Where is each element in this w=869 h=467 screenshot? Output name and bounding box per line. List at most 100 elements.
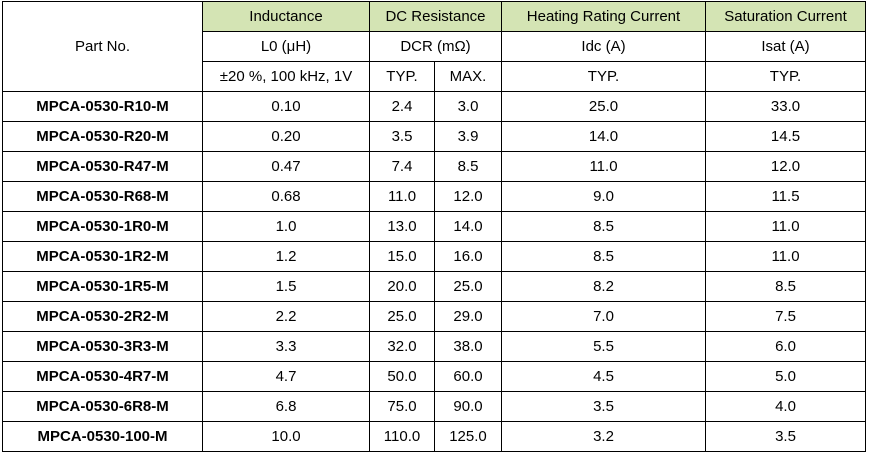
inductance-cell: 1.2 [202,241,370,272]
part-number-cell: MPCA-0530-1R5-M [2,271,203,302]
header-isat: Isat (A) [705,31,866,62]
isat-cell: 12.0 [705,151,866,182]
isat-cell: 11.0 [705,211,866,242]
dcr-max-cell: 3.9 [434,121,502,152]
idc-cell: 9.0 [501,181,706,212]
header-isat-typ: TYP. [705,61,866,92]
spec-table: Part No. Inductance DC Resistance Heatin… [2,1,866,452]
table-row: MPCA-0530-4R7-M 4.7 50.0 60.0 4.5 5.0 [2,361,866,392]
header-heating-current: Heating Rating Current [501,1,706,32]
header-inductance: Inductance [202,1,370,32]
table-row: MPCA-0530-6R8-M 6.8 75.0 90.0 3.5 4.0 [2,391,866,422]
header-dcr: DCR (mΩ) [369,31,502,62]
part-number-cell: MPCA-0530-R68-M [2,181,203,212]
dcr-typ-cell: 75.0 [369,391,435,422]
dcr-typ-cell: 11.0 [369,181,435,212]
table-row: MPCA-0530-1R2-M 1.2 15.0 16.0 8.5 11.0 [2,241,866,272]
table-row: MPCA-0530-100-M 10.0 110.0 125.0 3.2 3.5 [2,421,866,452]
isat-cell: 6.0 [705,331,866,362]
header-dc-resistance: DC Resistance [369,1,502,32]
part-number-cell: MPCA-0530-6R8-M [2,391,203,422]
inductance-cell: 0.20 [202,121,370,152]
inductance-cell: 0.47 [202,151,370,182]
part-number-cell: MPCA-0530-100-M [2,421,203,452]
header-test-condition: ±20 %, 100 kHz, 1V [202,61,370,92]
table-row: MPCA-0530-R10-M 0.10 2.4 3.0 25.0 33.0 [2,91,866,122]
part-number-cell: MPCA-0530-1R0-M [2,211,203,242]
inductance-cell: 6.8 [202,391,370,422]
dcr-typ-cell: 3.5 [369,121,435,152]
isat-cell: 3.5 [705,421,866,452]
dcr-max-cell: 38.0 [434,331,502,362]
inductance-cell: 3.3 [202,331,370,362]
header-idc: Idc (A) [501,31,706,62]
isat-cell: 11.0 [705,241,866,272]
dcr-typ-cell: 2.4 [369,91,435,122]
table-row: MPCA-0530-1R0-M 1.0 13.0 14.0 8.5 11.0 [2,211,866,242]
header-idc-typ: TYP. [501,61,706,92]
header-l0: L0 (μH) [202,31,370,62]
dcr-typ-cell: 15.0 [369,241,435,272]
table-row: MPCA-0530-1R5-M 1.5 20.0 25.0 8.2 8.5 [2,271,866,302]
dcr-typ-cell: 50.0 [369,361,435,392]
dcr-max-cell: 8.5 [434,151,502,182]
dcr-typ-cell: 25.0 [369,301,435,332]
idc-cell: 8.5 [501,211,706,242]
dcr-typ-cell: 7.4 [369,151,435,182]
isat-cell: 8.5 [705,271,866,302]
part-number-cell: MPCA-0530-4R7-M [2,361,203,392]
table-header: Part No. Inductance DC Resistance Heatin… [2,1,866,92]
dcr-max-cell: 125.0 [434,421,502,452]
part-number-cell: MPCA-0530-R20-M [2,121,203,152]
part-number-cell: MPCA-0530-2R2-M [2,301,203,332]
isat-cell: 33.0 [705,91,866,122]
table-row: MPCA-0530-3R3-M 3.3 32.0 38.0 5.5 6.0 [2,331,866,362]
idc-cell: 8.5 [501,241,706,272]
idc-cell: 4.5 [501,361,706,392]
inductance-cell: 10.0 [202,421,370,452]
idc-cell: 3.2 [501,421,706,452]
dcr-typ-cell: 110.0 [369,421,435,452]
idc-cell: 7.0 [501,301,706,332]
dcr-typ-cell: 13.0 [369,211,435,242]
header-part-no: Part No. [2,1,203,92]
dcr-max-cell: 25.0 [434,271,502,302]
table-body: MPCA-0530-R10-M 0.10 2.4 3.0 25.0 33.0 M… [2,91,866,452]
inductance-cell: 0.10 [202,91,370,122]
dcr-max-cell: 14.0 [434,211,502,242]
isat-cell: 11.5 [705,181,866,212]
part-number-cell: MPCA-0530-R47-M [2,151,203,182]
header-saturation-current: Saturation Current [705,1,866,32]
dcr-max-cell: 29.0 [434,301,502,332]
dcr-typ-cell: 32.0 [369,331,435,362]
dcr-max-cell: 90.0 [434,391,502,422]
dcr-max-cell: 3.0 [434,91,502,122]
idc-cell: 25.0 [501,91,706,122]
idc-cell: 3.5 [501,391,706,422]
header-dcr-typ: TYP. [369,61,435,92]
idc-cell: 5.5 [501,331,706,362]
part-number-cell: MPCA-0530-R10-M [2,91,203,122]
header-dcr-max: MAX. [434,61,502,92]
inductance-cell: 1.5 [202,271,370,302]
table-row: MPCA-0530-R47-M 0.47 7.4 8.5 11.0 12.0 [2,151,866,182]
inductance-cell: 0.68 [202,181,370,212]
isat-cell: 5.0 [705,361,866,392]
part-number-cell: MPCA-0530-1R2-M [2,241,203,272]
dcr-max-cell: 12.0 [434,181,502,212]
dcr-max-cell: 16.0 [434,241,502,272]
idc-cell: 11.0 [501,151,706,182]
isat-cell: 7.5 [705,301,866,332]
idc-cell: 14.0 [501,121,706,152]
dcr-typ-cell: 20.0 [369,271,435,302]
dcr-max-cell: 60.0 [434,361,502,392]
inductance-cell: 2.2 [202,301,370,332]
inductance-cell: 4.7 [202,361,370,392]
table-row: MPCA-0530-R20-M 0.20 3.5 3.9 14.0 14.5 [2,121,866,152]
part-number-cell: MPCA-0530-3R3-M [2,331,203,362]
idc-cell: 8.2 [501,271,706,302]
inductance-cell: 1.0 [202,211,370,242]
table-row: MPCA-0530-2R2-M 2.2 25.0 29.0 7.0 7.5 [2,301,866,332]
table-row: MPCA-0530-R68-M 0.68 11.0 12.0 9.0 11.5 [2,181,866,212]
isat-cell: 4.0 [705,391,866,422]
